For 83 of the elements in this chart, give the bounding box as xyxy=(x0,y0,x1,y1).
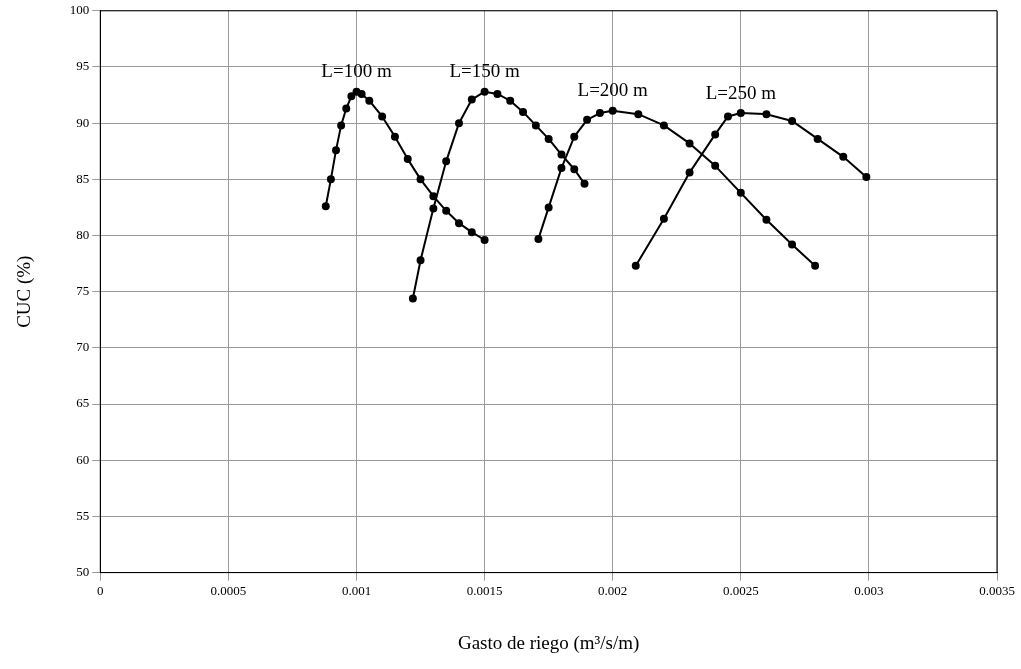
point xyxy=(788,116,797,125)
point xyxy=(736,188,745,197)
series-label: L=150 m xyxy=(449,60,520,82)
point xyxy=(862,173,871,182)
y-axis-title: CUC (%) xyxy=(13,255,36,328)
point xyxy=(429,204,438,213)
x-tick-label: 0.002 xyxy=(598,582,628,598)
x-tick-label: 0.0035 xyxy=(979,582,1015,598)
point xyxy=(711,130,720,139)
point xyxy=(534,234,543,243)
point xyxy=(762,110,771,119)
point xyxy=(544,134,553,143)
point xyxy=(659,214,668,223)
y-tick-label: 100 xyxy=(69,2,90,18)
point xyxy=(326,175,335,184)
point xyxy=(342,104,351,113)
point xyxy=(493,89,502,98)
point xyxy=(454,119,463,128)
point xyxy=(736,109,745,118)
point xyxy=(531,121,540,130)
point xyxy=(839,152,848,161)
x-tick-label: 0.0005 xyxy=(210,582,247,598)
point xyxy=(408,294,417,303)
point xyxy=(685,168,694,177)
point xyxy=(634,110,643,119)
y-tick-label: 55 xyxy=(76,507,90,523)
y-tick-label: 90 xyxy=(76,114,90,130)
point xyxy=(762,215,771,224)
point xyxy=(557,164,566,173)
point xyxy=(429,192,438,201)
point xyxy=(723,112,732,121)
point xyxy=(365,96,374,105)
point xyxy=(332,146,340,155)
point xyxy=(544,203,553,212)
y-tick-label: 75 xyxy=(76,283,90,299)
point xyxy=(506,96,515,105)
y-tick-label: 50 xyxy=(76,564,90,580)
point xyxy=(442,206,451,215)
point xyxy=(454,219,463,228)
point xyxy=(631,261,640,270)
point xyxy=(467,95,476,104)
point xyxy=(580,179,589,188)
point xyxy=(337,121,346,130)
x-axis-title: Gasto de riego (m³/s/m) xyxy=(457,631,640,654)
point xyxy=(685,139,694,148)
y-tick-label: 80 xyxy=(76,226,90,242)
series-label: L=250 m xyxy=(705,81,777,103)
point xyxy=(583,115,592,124)
point xyxy=(390,132,399,141)
x-tick-label: 0.0025 xyxy=(722,582,759,598)
point xyxy=(347,92,356,101)
y-tick-label: 65 xyxy=(76,395,90,411)
point xyxy=(378,112,387,121)
point xyxy=(570,165,579,174)
y-tick-label: 70 xyxy=(76,339,90,355)
point xyxy=(659,121,668,130)
series-label: L=100 m xyxy=(321,60,392,82)
series-label: L=200 m xyxy=(577,79,649,101)
y-tick-label: 60 xyxy=(76,451,90,467)
y-tick-label: 95 xyxy=(76,58,90,74)
point xyxy=(608,106,617,115)
x-tick-label: 0 xyxy=(97,582,104,598)
x-tick-label: 0.001 xyxy=(341,582,372,598)
point xyxy=(788,240,797,249)
point xyxy=(813,134,822,143)
x-tick-label: 0.003 xyxy=(854,582,884,598)
point xyxy=(357,89,366,98)
point xyxy=(711,161,720,170)
point xyxy=(467,228,476,237)
point xyxy=(321,202,330,211)
point xyxy=(570,132,579,141)
point xyxy=(557,150,566,159)
y-tick-label: 85 xyxy=(76,170,90,186)
point xyxy=(519,107,528,116)
point xyxy=(416,256,425,265)
point xyxy=(442,157,451,166)
point xyxy=(416,175,425,184)
point xyxy=(811,261,820,270)
point xyxy=(480,87,489,96)
x-tick-label: 0.0015 xyxy=(466,582,503,598)
point xyxy=(595,109,604,118)
point xyxy=(480,236,489,245)
point xyxy=(403,155,412,164)
